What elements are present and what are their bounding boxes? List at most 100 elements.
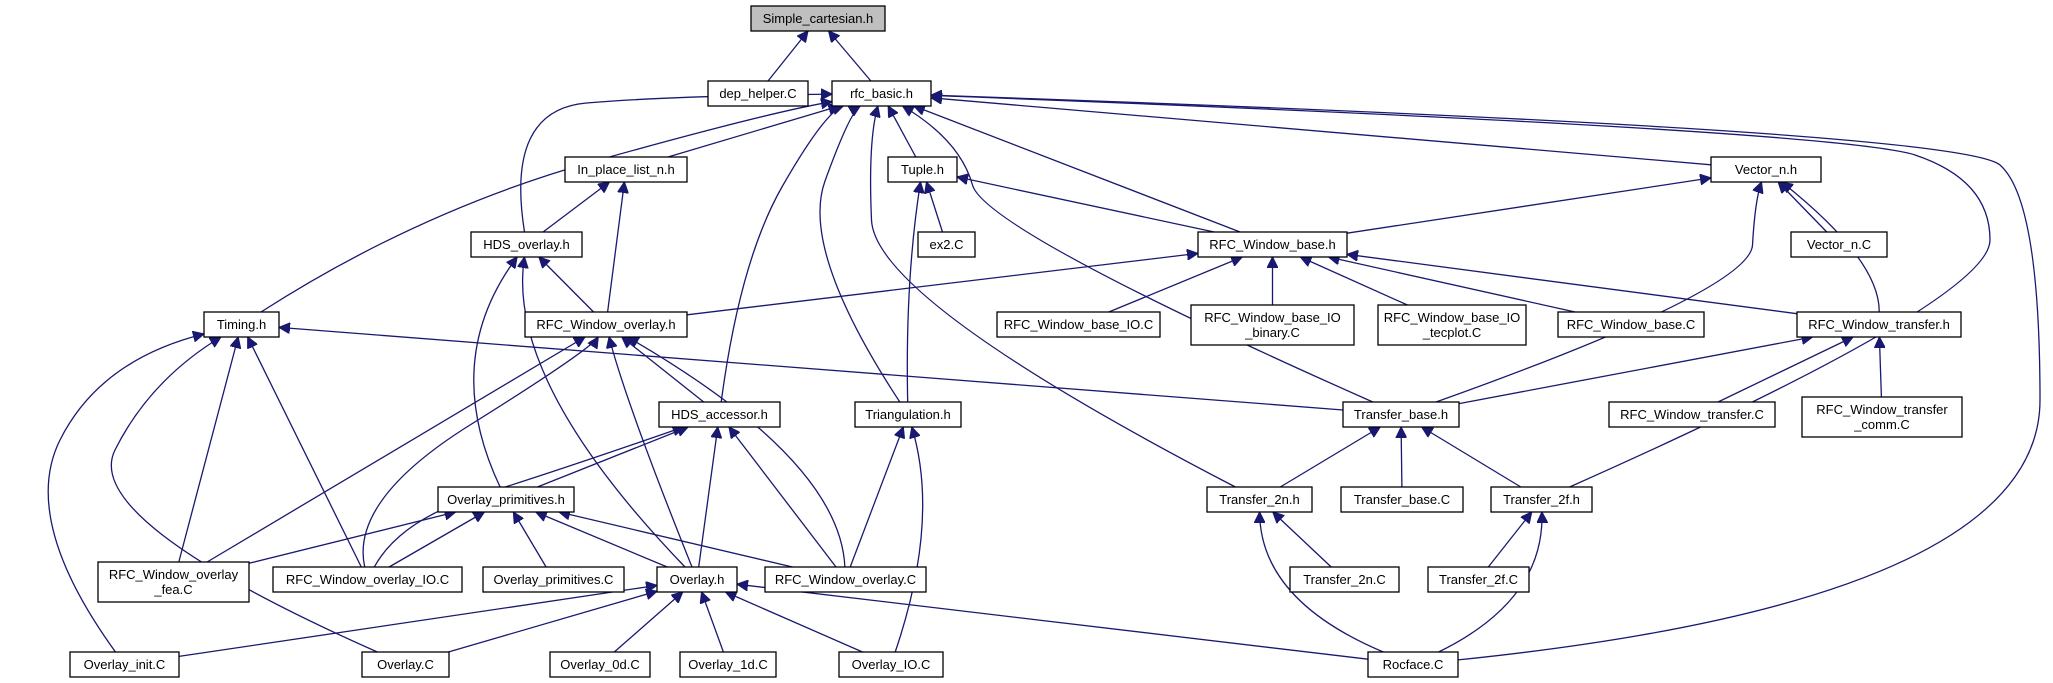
node-transfer-base-c[interactable]: Transfer_base.C bbox=[1340, 486, 1464, 513]
edge-line bbox=[957, 177, 1215, 233]
node-hds-overlay[interactable]: HDS_overlay.h bbox=[470, 231, 583, 258]
node-vector-n[interactable]: Vector_n.h bbox=[1710, 156, 1822, 183]
node-rfc-window-base-io-tecplot[interactable]: RFC_Window_base_IO_tecplot.C bbox=[1377, 304, 1527, 346]
edge-line bbox=[47, 334, 204, 653]
edge-vector_n_c-to-vector_n bbox=[1778, 182, 1828, 233]
edge-line bbox=[1435, 182, 1762, 403]
node-label: HDS_overlay.h bbox=[483, 237, 569, 252]
node-overlay-h[interactable]: Overlay.h bbox=[656, 566, 738, 593]
edge-rfc_window_transfer_comm-to-rfc_window_transfer_h bbox=[1879, 337, 1881, 398]
node-label: RFC_Window_overlay_IO.C bbox=[286, 572, 449, 587]
edge-overlay_1d-to-overlay_h bbox=[702, 592, 725, 653]
nodes-layer: Simple_cartesian.h dep_helper.C rfc_basic.… bbox=[69, 5, 1963, 678]
node-overlay-primitives-h[interactable]: Overlay_primitives.h bbox=[437, 486, 575, 513]
node-overlay-c[interactable]: Overlay.C bbox=[361, 651, 450, 678]
node-box bbox=[272, 566, 463, 593]
edge-line bbox=[849, 427, 903, 568]
edge-overlay_io-to-overlay_h bbox=[726, 592, 863, 653]
node-box bbox=[996, 311, 1161, 338]
node-hds-accessor[interactable]: HDS_accessor.h bbox=[658, 401, 781, 428]
edge-line bbox=[559, 512, 793, 568]
node-transfer-2f-c[interactable]: Transfer_2f.C bbox=[1427, 566, 1530, 593]
node-label: Transfer_2n.C bbox=[1303, 572, 1386, 587]
edge-line bbox=[686, 253, 1198, 316]
edge-line bbox=[819, 106, 901, 403]
edge-rfc_window_base-to-rfc_basic bbox=[914, 106, 1241, 233]
node-timing[interactable]: Timing.h bbox=[203, 311, 280, 338]
node-simple-cartesian[interactable]: Simple_cartesian.h bbox=[750, 5, 886, 32]
node-label: Triangulation.h bbox=[865, 407, 951, 422]
node-transfer-2f-h[interactable]: Transfer_2f.h bbox=[1490, 486, 1593, 513]
node-triangulation[interactable]: Triangulation.h bbox=[854, 401, 962, 428]
node-rocface[interactable]: Rocface.C bbox=[1367, 651, 1459, 678]
node-rfc-window-overlay-fea[interactable]: RFC_Window_overlay_fea.C bbox=[97, 561, 250, 603]
node-box bbox=[1367, 651, 1459, 678]
edge-line bbox=[931, 95, 2041, 661]
node-overlay-0d[interactable]: Overlay_0d.C bbox=[549, 651, 651, 678]
node-ex2[interactable]: ex2.C bbox=[917, 231, 976, 258]
node-overlay-io[interactable]: Overlay_IO.C bbox=[838, 651, 944, 678]
node-box bbox=[1206, 486, 1313, 513]
node-label: Overlay_0d.C bbox=[560, 657, 639, 672]
node-rfc-window-base-c[interactable]: RFC_Window_base.C bbox=[1557, 311, 1705, 338]
edge-rfc_window_overlay_c-to-triangulation bbox=[849, 427, 903, 568]
node-box bbox=[1710, 156, 1822, 183]
node-rfc-window-overlay-io[interactable]: RFC_Window_overlay_IO.C bbox=[272, 566, 463, 593]
edge-line bbox=[536, 512, 668, 568]
node-in-place-list[interactable]: In_place_list_n.h bbox=[564, 156, 688, 183]
node-label: RFC_Window_transfer.h bbox=[1808, 317, 1950, 332]
node-box bbox=[1427, 566, 1530, 593]
edge-line bbox=[667, 106, 840, 158]
edge-rfc_window_overlay_fea-to-timing bbox=[178, 337, 238, 563]
edge-overlay_io-to-triangulation bbox=[894, 427, 924, 653]
edge-overlay_primitives_h-to-hds_overlay bbox=[473, 257, 517, 488]
edge-in_place_list-to-rfc_basic bbox=[667, 106, 840, 158]
node-box bbox=[1197, 231, 1348, 258]
node-label: Overlay.C bbox=[377, 657, 434, 672]
edge-rfc_window_overlay_h-to-rfc_window_base bbox=[686, 253, 1198, 316]
edge-line bbox=[927, 182, 944, 233]
edge-line bbox=[178, 585, 657, 658]
edge-dep_helper-to-simple_cartesian bbox=[767, 31, 808, 82]
node-rfc-window-overlay-h[interactable]: RFC_Window_overlay.h bbox=[524, 311, 688, 338]
node-box bbox=[564, 156, 688, 183]
node-rfc-window-transfer-comm[interactable]: RFC_Window_transfer_comm.C bbox=[1801, 396, 1963, 438]
node-label: RFC_Window_base.C bbox=[1567, 317, 1696, 332]
node-rfc-window-transfer-c[interactable]: RFC_Window_transfer.C bbox=[1608, 401, 1776, 428]
node-box bbox=[1490, 486, 1593, 513]
node-rfc-window-overlay-c[interactable]: RFC_Window_overlay.C bbox=[764, 566, 927, 593]
node-transfer-2n-h[interactable]: Transfer_2n.h bbox=[1206, 486, 1313, 513]
edge-rfc_window_overlay_h-to-in_place_list bbox=[606, 182, 625, 313]
node-tuple[interactable]: Tuple.h bbox=[887, 156, 958, 183]
node-rfc-window-base-io-binary[interactable]: RFC_Window_base_IO_binary.C bbox=[1190, 304, 1355, 346]
edge-rfc_window_base-to-tuple bbox=[957, 177, 1215, 233]
node-label: Transfer_2n.h bbox=[1219, 492, 1299, 507]
node-dep-helper[interactable]: dep_helper.C bbox=[707, 80, 809, 107]
node-transfer-2n-c[interactable]: Transfer_2n.C bbox=[1289, 566, 1400, 593]
edge-rfc_window_base_io-to-rfc_window_base bbox=[1108, 257, 1242, 313]
node-overlay-1d[interactable]: Overlay_1d.C bbox=[679, 651, 777, 678]
edge-rfc_window_transfer_h-to-rfc_window_base bbox=[1347, 254, 1798, 315]
edge-rfc_window_overlay_c-to-rfc_window_overlay_h bbox=[628, 337, 846, 568]
node-vector-n-c[interactable]: Vector_n.C bbox=[1790, 231, 1888, 258]
edge-line bbox=[888, 106, 917, 158]
node-transfer-base-h[interactable]: Transfer_base.h bbox=[1342, 401, 1460, 428]
node-rfc-window-transfer-h[interactable]: RFC_Window_transfer.h bbox=[1796, 311, 1962, 338]
edge-line bbox=[279, 327, 1344, 411]
node-rfc-window-base[interactable]: RFC_Window_base.h bbox=[1197, 231, 1348, 258]
edge-overlay_h-to-overlay_primitives_h bbox=[536, 512, 668, 568]
node-rfc-basic[interactable]: rfc_basic.h bbox=[831, 80, 932, 107]
edge-line bbox=[523, 257, 686, 568]
edge-line bbox=[737, 584, 1369, 660]
edge-line bbox=[178, 337, 238, 563]
node-label: Overlay_1d.C bbox=[688, 657, 767, 672]
node-box bbox=[524, 311, 688, 338]
node-label: Overlay_primitives.C bbox=[494, 572, 614, 587]
node-overlay-primitives-c[interactable]: Overlay_primitives.C bbox=[482, 566, 625, 593]
node-rfc-window-base-io[interactable]: RFC_Window_base_IO.C bbox=[996, 311, 1161, 338]
edge-line bbox=[537, 427, 688, 488]
node-overlay-init[interactable]: Overlay_init.C bbox=[69, 651, 180, 678]
node-label: RFC_Window_base_IO bbox=[1204, 310, 1341, 325]
edge-transfer_base_h-to-timing bbox=[279, 327, 1344, 411]
edge-transfer_base_h-to-rfc_window_transfer_h bbox=[1458, 337, 1813, 405]
